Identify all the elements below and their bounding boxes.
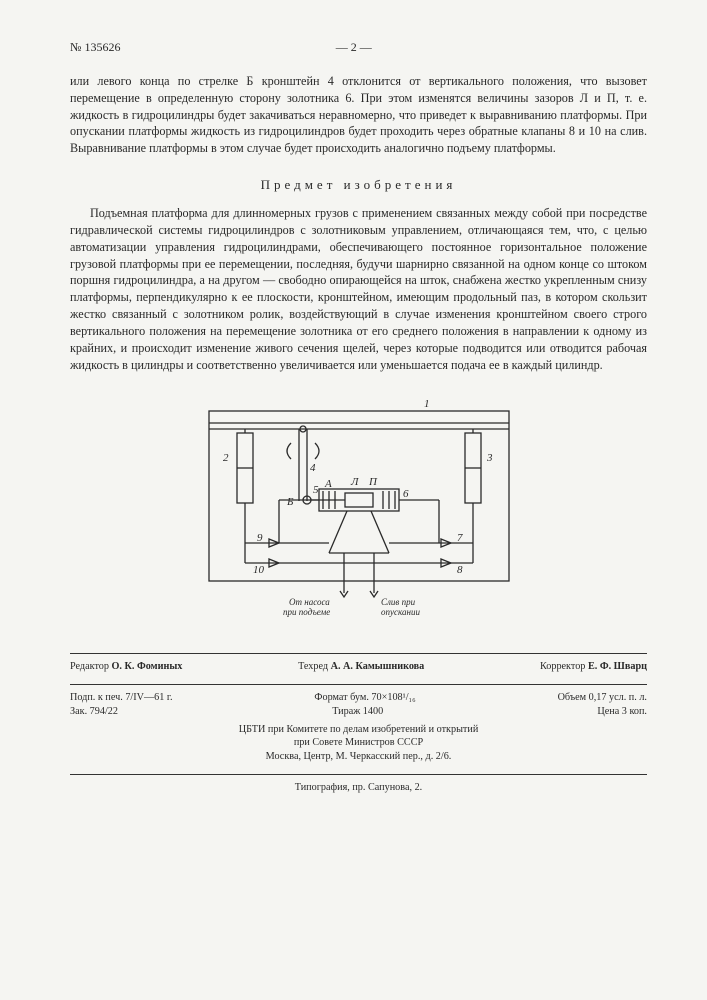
schematic-diagram: 1 2 3 4 5 6 7 8 9 10 А Б Л П От насоса п… (179, 393, 539, 623)
paragraph-1-text: или левого конца по стрелке Б кронштейн … (70, 73, 647, 157)
order-number: Зак. 794/22 (70, 705, 118, 719)
caption-drain: Слив при (381, 597, 416, 607)
sign-date: Подп. к печ. 7/IV—61 г. (70, 691, 173, 705)
label-8: 8 (457, 564, 463, 576)
price: Цена 3 коп. (597, 705, 647, 719)
page-header: № 135626 — 2 — (70, 40, 647, 55)
editor-name: О. К. Фоминых (112, 661, 183, 672)
tech-name: А. А. Камышникова (331, 661, 425, 672)
paragraph-continuation: или левого конца по стрелке Б кронштейн … (70, 73, 647, 157)
label-P: П (368, 476, 378, 488)
label-A: А (324, 478, 332, 490)
page-number-marker: — 2 — (336, 40, 372, 55)
label-2: 2 (223, 452, 229, 464)
print-volume: Объем 0,17 усл. п. л. (558, 691, 647, 705)
org-line-2: при Совете Министров СССР (70, 736, 647, 750)
tirage: Тираж 1400 (332, 705, 383, 719)
label-6: 6 (403, 488, 409, 500)
caption-pump: От насоса (289, 597, 330, 607)
footer-print-info: Подп. к печ. 7/IV—61 г. Формат бум. 70×1… (70, 691, 647, 764)
label-B: Б (286, 496, 294, 508)
corrector-label: Корректор (540, 661, 585, 672)
claim-paragraph: Подъемная платформа для длинномерных гру… (70, 205, 647, 373)
footer-divider-3 (70, 774, 647, 775)
editor-credit: Редактор О. К. Фоминых (70, 660, 182, 674)
label-10: 10 (253, 564, 265, 576)
subject-of-invention-heading: Предмет изобретения (70, 177, 647, 193)
tech-label: Техред (298, 661, 328, 672)
header-spacer (587, 40, 647, 55)
org-address: Москва, Центр, М. Черкасский пер., д. 2/… (70, 750, 647, 764)
footer-credits: Редактор О. К. Фоминых Техред А. А. Камы… (70, 660, 647, 674)
label-7: 7 (457, 532, 463, 544)
label-1: 1 (424, 398, 430, 410)
figure-container: 1 2 3 4 5 6 7 8 9 10 А Б Л П От насоса п… (70, 393, 647, 623)
tech-credit: Техред А. А. Камышникова (298, 660, 424, 674)
caption-drain-2: опускании (381, 607, 420, 617)
document-number: № 135626 (70, 40, 120, 55)
label-3: 3 (486, 452, 493, 464)
typography-line: Типография, пр. Сапунова, 2. (70, 781, 647, 795)
corrector-name: Е. Ф. Шварц (588, 661, 647, 672)
label-9: 9 (257, 532, 263, 544)
footer-divider-2 (70, 684, 647, 685)
corrector-credit: Корректор Е. Ф. Шварц (540, 660, 647, 674)
paragraph-2-text: Подъемная платформа для длинномерных гру… (70, 205, 647, 373)
page: № 135626 — 2 — или левого конца по стрел… (0, 0, 707, 1000)
label-L: Л (350, 476, 359, 488)
label-4: 4 (310, 462, 316, 474)
caption-pump-2: при подъеме (283, 607, 330, 617)
footer-divider-1 (70, 653, 647, 654)
paper-format: Формат бум. 70×108¹/₁₆ (314, 691, 415, 705)
org-line-1: ЦБТИ при Комитете по делам изобретений и… (70, 723, 647, 737)
editor-label: Редактор (70, 661, 109, 672)
label-5: 5 (313, 484, 319, 496)
